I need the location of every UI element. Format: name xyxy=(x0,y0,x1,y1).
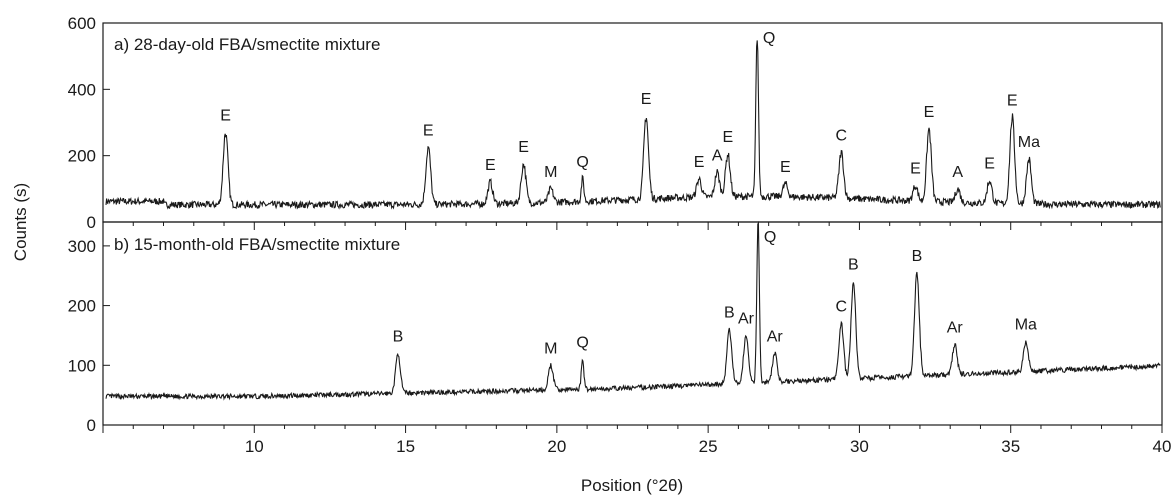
x-tick-label: 15 xyxy=(396,437,415,456)
y-tick-label: 600 xyxy=(68,14,96,33)
peak-label: C xyxy=(835,299,847,316)
peak-label: M xyxy=(544,164,557,181)
peak-label: E xyxy=(485,157,496,174)
panel-b-title: b) 15-month-old FBA/smectite mixture xyxy=(114,235,400,254)
y-tick-label: 0 xyxy=(87,416,96,435)
peak-label: E xyxy=(780,159,791,176)
x-tick-label: 40 xyxy=(1153,437,1172,456)
peak-label: B xyxy=(393,328,404,345)
peak-label: E xyxy=(518,139,529,156)
peak-label: B xyxy=(912,248,923,265)
peak-label: Q xyxy=(763,30,775,47)
peak-label: Q xyxy=(764,229,776,246)
plot-frame xyxy=(102,221,1163,426)
x-tick-label: 25 xyxy=(699,437,718,456)
peak-label: E xyxy=(220,107,231,124)
x-tick-label: 10 xyxy=(245,437,264,456)
peak-label: Ar xyxy=(947,319,964,336)
peak-label: Q xyxy=(576,154,588,171)
y-tick-label: 100 xyxy=(68,356,96,375)
peak-label: E xyxy=(423,122,434,139)
panel-b: b) 15-month-old FBA/smectite mixture 0 10… xyxy=(68,220,1172,456)
x-tick-label: 20 xyxy=(547,437,566,456)
peak-label: Ar xyxy=(738,310,755,327)
peak-label: A xyxy=(952,164,963,181)
panel-a: a) 28-day-old FBA/smectite mixture 0 200 4… xyxy=(68,14,1163,232)
y-tick-label: 0 xyxy=(87,213,96,232)
peak-label: E xyxy=(910,161,921,178)
x-tick-label: 35 xyxy=(1001,437,1020,456)
peak-label: E xyxy=(641,91,652,108)
y-tick-label: 200 xyxy=(68,147,96,166)
y-tick-label: 400 xyxy=(68,80,96,99)
peak-label: E xyxy=(924,104,935,121)
peak-label: Q xyxy=(576,334,588,351)
peak-label: Ma xyxy=(1018,134,1040,151)
peak-label: B xyxy=(848,257,859,274)
x-axis-title: Position (°2θ) xyxy=(581,476,683,495)
diffraction-trace xyxy=(105,40,1161,210)
diffraction-trace xyxy=(105,220,1161,401)
y-axis-title: Counts (s) xyxy=(11,183,30,261)
y-tick-label: 300 xyxy=(68,237,96,256)
peak-label: M xyxy=(544,340,557,357)
peak-label: C xyxy=(835,127,847,144)
panel-a-title: a) 28-day-old FBA/smectite mixture xyxy=(114,35,380,54)
peak-label: E xyxy=(1007,93,1018,110)
x-tick-label: 30 xyxy=(850,437,869,456)
peak-label: Ma xyxy=(1015,316,1037,333)
peak-label: E xyxy=(694,154,705,171)
peak-label: Ar xyxy=(767,328,784,345)
peak-label: E xyxy=(984,156,995,173)
peak-label: E xyxy=(722,129,733,146)
peak-label: B xyxy=(724,304,735,321)
peak-label: A xyxy=(712,147,723,164)
y-tick-label: 200 xyxy=(68,297,96,316)
